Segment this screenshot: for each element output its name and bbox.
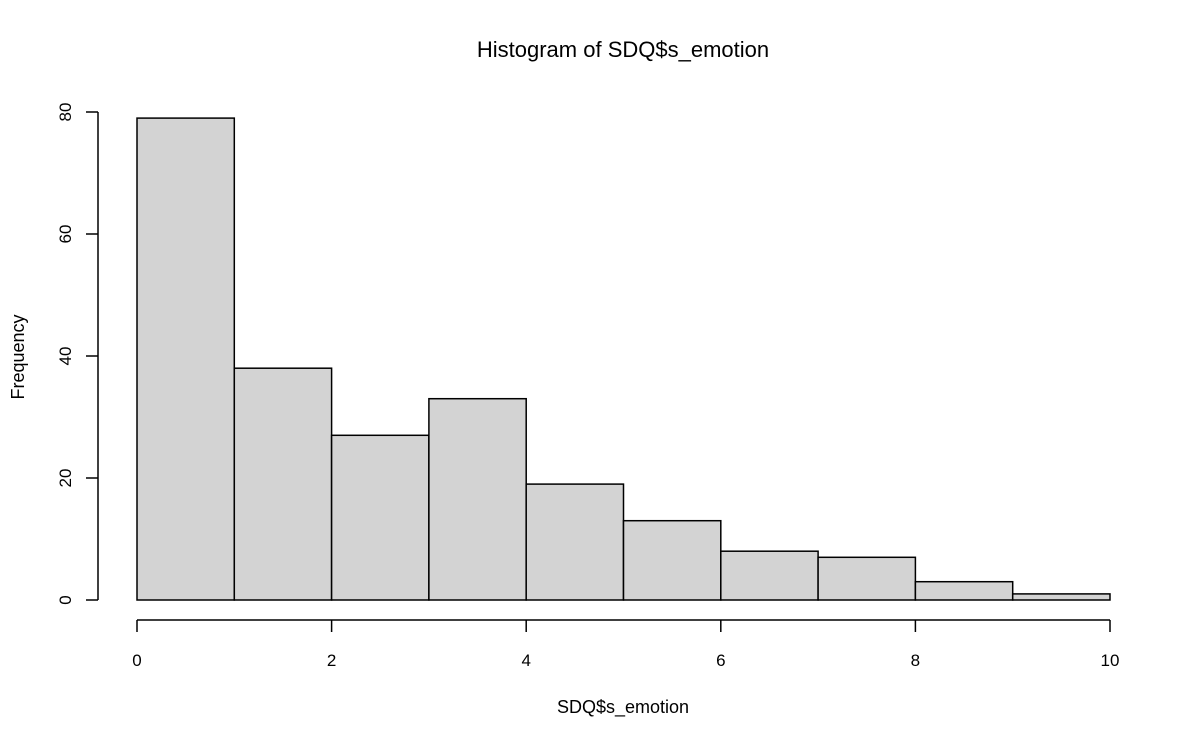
y-tick-label: 20	[56, 469, 75, 488]
y-tick-label: 80	[56, 103, 75, 122]
x-tick-label: 2	[327, 651, 336, 670]
y-tick-label: 0	[56, 595, 75, 604]
x-tick-label: 4	[521, 651, 530, 670]
histogram-bar	[1011, 593, 1111, 601]
histogram-bar	[817, 556, 917, 601]
histogram-bar	[136, 117, 236, 601]
y-tick-label: 60	[56, 225, 75, 244]
x-tick-label: 6	[716, 651, 725, 670]
chart-title: Histogram of SDQ$s_emotion	[477, 37, 769, 62]
histogram-bar	[622, 519, 722, 601]
x-axis-label: SDQ$s_emotion	[557, 697, 689, 718]
histogram-bar	[330, 434, 430, 601]
x-axis: 0 2 4 6 8 10	[132, 619, 1120, 670]
histogram-bar	[428, 397, 527, 601]
histogram-bar	[720, 550, 819, 601]
histogram-bar	[233, 367, 333, 601]
histogram-bar	[914, 580, 1014, 601]
y-tick-label: 40	[56, 347, 75, 366]
x-tick-label: 0	[132, 651, 141, 670]
x-tick-label: 8	[911, 651, 920, 670]
bars-group	[136, 117, 1111, 601]
y-axis: 0 20 40 60 80	[56, 103, 99, 605]
x-tick-label: 10	[1101, 651, 1120, 670]
y-axis-label: Frequency	[8, 314, 28, 399]
histogram-bar	[525, 483, 625, 601]
